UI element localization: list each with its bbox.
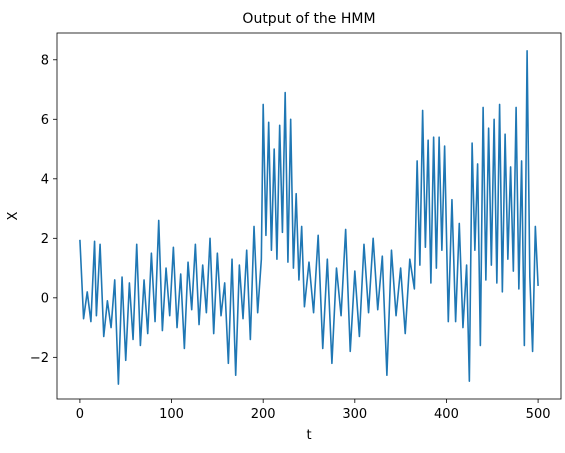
y-axis: −2 0 2 4 6 8: [30, 53, 57, 366]
x-tick-label: 100: [159, 407, 184, 422]
axes-frame: [56, 32, 562, 400]
chart-title: Output of the HMM: [242, 11, 375, 27]
x-axis-label: t: [306, 428, 311, 443]
x-tick-label: 200: [251, 407, 276, 422]
series-line: [79, 50, 539, 385]
x-tick-label: 400: [434, 407, 459, 422]
y-tick-label: 6: [41, 113, 49, 128]
plot-area: [56, 32, 562, 400]
x-tick-label: 0: [76, 407, 84, 422]
y-tick-label: −2: [30, 351, 49, 366]
x-tick-label: 500: [526, 407, 551, 422]
y-axis-label: X: [6, 211, 21, 220]
y-tick-label: 4: [41, 172, 49, 187]
y-tick-label: 8: [41, 53, 49, 68]
y-tick-label: 2: [41, 232, 49, 247]
x-axis: 0 100 200 300 400 500: [76, 399, 551, 422]
x-tick-label: 300: [342, 407, 367, 422]
y-tick-label: 0: [41, 291, 49, 306]
